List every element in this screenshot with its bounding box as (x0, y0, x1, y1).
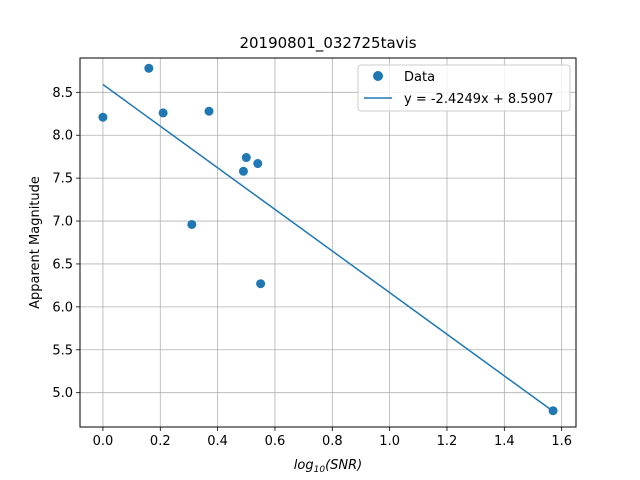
x-tick-label: 0.0 (93, 434, 114, 449)
fit-line-group (102, 83, 554, 412)
data-point (256, 279, 266, 289)
legend: Data y = -2.4249x + 8.5907 (357, 64, 571, 112)
x-axis-label: log10(SNR) (294, 458, 362, 475)
x-tick-label: 0.4 (207, 434, 228, 449)
y-tick-label: 5.0 (52, 386, 73, 401)
grid-lines (80, 58, 576, 427)
x-axis-label-subscript: 10 (314, 465, 326, 475)
x-tick-label: 1.2 (437, 434, 458, 449)
data-point (98, 112, 108, 122)
y-tick-label: 6.0 (52, 300, 73, 315)
plot-frame (79, 57, 577, 428)
data-point (204, 106, 214, 116)
data-point (548, 406, 558, 416)
x-tick-label: 1.6 (551, 434, 572, 449)
data-point (187, 219, 197, 229)
legend-label-data: Data (404, 70, 435, 85)
x-axis-label-base: log (294, 458, 314, 473)
legend-marker-data (373, 71, 383, 81)
data-point (253, 159, 263, 169)
data-points (98, 63, 558, 416)
x-ticks: 0.0 0.2 0.4 0.6 0.8 1.0 1.2 1.4 1.6 (93, 427, 572, 449)
data-point (241, 153, 251, 163)
data-point (238, 166, 248, 176)
y-tick-label: 8.0 (52, 129, 73, 144)
x-tick-label: 0.2 (150, 434, 171, 449)
y-tick-label: 7.5 (52, 172, 73, 187)
y-ticks: 5.0 5.5 6.0 6.5 7.0 7.5 8.0 8.5 (52, 86, 80, 401)
x-tick-label: 1.4 (494, 434, 515, 449)
x-tick-label: 0.6 (265, 434, 286, 449)
plot-area (80, 58, 576, 427)
x-tick-label: 1.0 (379, 434, 400, 449)
y-axis-label: Apparent Magnitude (28, 176, 43, 309)
y-tick-label: 6.5 (52, 257, 73, 272)
data-point (158, 108, 168, 118)
y-tick-label: 5.5 (52, 343, 73, 358)
y-tick-label: 7.0 (52, 215, 73, 230)
data-point (144, 63, 154, 73)
x-axis-label-argument: (SNR) (325, 458, 362, 473)
legend-label-fit-line: y = -2.4249x + 8.5907 (404, 92, 553, 107)
x-tick-label: 0.8 (322, 434, 343, 449)
fit-line (102, 83, 554, 412)
legend-box (357, 64, 571, 112)
y-tick-label: 8.5 (52, 86, 73, 101)
chart-title: 20190801_032725tavis (239, 34, 416, 53)
